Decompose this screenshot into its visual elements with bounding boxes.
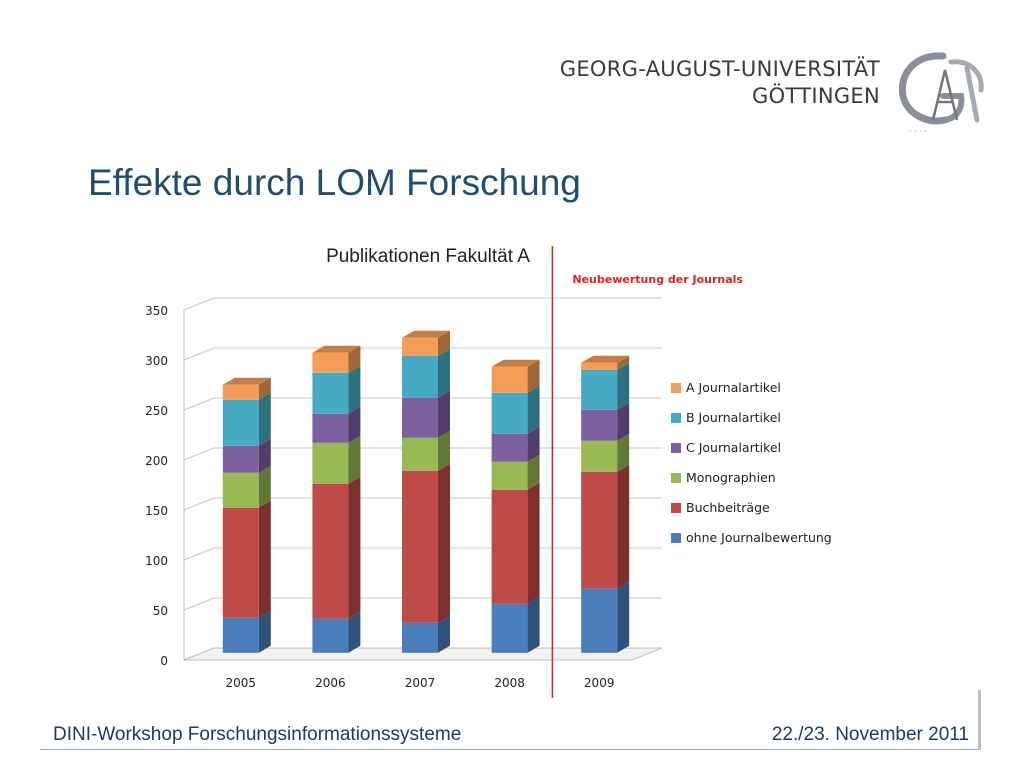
bar-segment [312, 406, 361, 443]
bar-segment [581, 362, 630, 410]
bar-segment [402, 615, 450, 653]
bar-segment [581, 355, 630, 370]
gridline-side [183, 547, 215, 561]
gridline-side [183, 497, 215, 511]
annotation-label: Neubewertung der Journals [572, 273, 743, 286]
y-tick-label: 350 [145, 304, 168, 318]
legend-label: ohne Journalbewertung [686, 530, 832, 545]
bar-segment [222, 465, 271, 508]
legend-swatch [671, 473, 681, 483]
x-tick-label: 2008 [494, 676, 525, 690]
legend-swatch [671, 413, 681, 423]
bar-segment [222, 610, 271, 653]
bar-segment [581, 581, 630, 653]
gridline-side [183, 347, 215, 361]
bar-segment [581, 402, 630, 441]
university-name: GEORG-AUGUST-UNIVERSITÄT GÖTTINGEN [560, 56, 880, 110]
y-tick-label: 50 [153, 604, 168, 618]
slide-title: Effekte durch LOM Forschung [88, 162, 581, 203]
legend-label: Monographien [686, 470, 776, 485]
y-tick-label: 150 [145, 504, 168, 518]
bar-segment [491, 385, 540, 434]
footer-divider [40, 749, 978, 750]
bar-segment [312, 365, 361, 414]
chart-title: Publikationen Fakultät A [326, 246, 530, 267]
legend-label: B Journalartikel [686, 410, 781, 425]
legend-label: C Journalartikel [686, 440, 781, 455]
y-tick-label: 0 [160, 654, 168, 668]
legend-item: Monographien [671, 470, 776, 485]
bar-segment [491, 482, 540, 604]
bar-segment [312, 345, 361, 373]
legend-swatch [671, 533, 681, 543]
university-name-line1: GEORG-AUGUST-UNIVERSITÄT [559, 57, 880, 81]
bar-segment [312, 435, 361, 484]
university-seal-icon: · · · · [898, 52, 984, 136]
y-tick-label: 300 [145, 354, 168, 368]
footer-accent-bar [978, 690, 981, 750]
chart-floor [183, 647, 663, 661]
x-tick-label: 2007 [405, 676, 436, 690]
legend-swatch [671, 503, 681, 513]
legend-label: A Journalartikel [686, 380, 781, 395]
x-tick-label: 2005 [226, 676, 257, 690]
bar-segment [491, 596, 540, 653]
university-name-line2: GÖTTINGEN [752, 84, 880, 108]
gridline-side [183, 297, 215, 311]
bar-segment [581, 464, 630, 589]
bar-segment [222, 377, 271, 400]
legend-item: ohne Journalbewertung [671, 530, 832, 545]
bar-segment [222, 500, 271, 618]
bar-segment [312, 476, 361, 619]
y-tick-label: 100 [145, 554, 168, 568]
bar-segment [402, 463, 450, 623]
bar-segment [222, 392, 271, 446]
legend-swatch [671, 383, 681, 393]
gridline-side [183, 397, 215, 411]
y-tick-label: 200 [145, 454, 168, 468]
svg-text:· · · ·: · · · · [909, 127, 927, 136]
bar-segment [491, 426, 540, 462]
bar-segment [222, 438, 271, 473]
gridline-side [183, 597, 215, 611]
y-tick-label: 250 [145, 404, 168, 418]
footer-event-name: DINI-Workshop Forschungsinformationssyst… [53, 724, 462, 745]
x-tick-label: 2006 [315, 676, 346, 690]
bar-segment [491, 454, 540, 490]
legend-item: C Journalartikel [671, 440, 781, 455]
x-tick-label: 2009 [584, 676, 615, 690]
bar-segment [402, 430, 450, 471]
bar-segment [402, 390, 450, 438]
legend-item: A Journalartikel [671, 380, 781, 395]
legend-swatch [671, 443, 681, 453]
bar-segment [402, 348, 450, 398]
legend-item: Buchbeiträge [671, 500, 770, 515]
bar-segment [402, 330, 450, 356]
bar-segment [312, 611, 361, 653]
legend-label: Buchbeiträge [686, 500, 770, 515]
bar-segment [491, 359, 540, 393]
bar-segment [581, 433, 630, 472]
legend-item: B Journalartikel [671, 410, 781, 425]
footer-date: 22./23. November 2011 [771, 724, 969, 745]
gridline-side [183, 447, 215, 461]
